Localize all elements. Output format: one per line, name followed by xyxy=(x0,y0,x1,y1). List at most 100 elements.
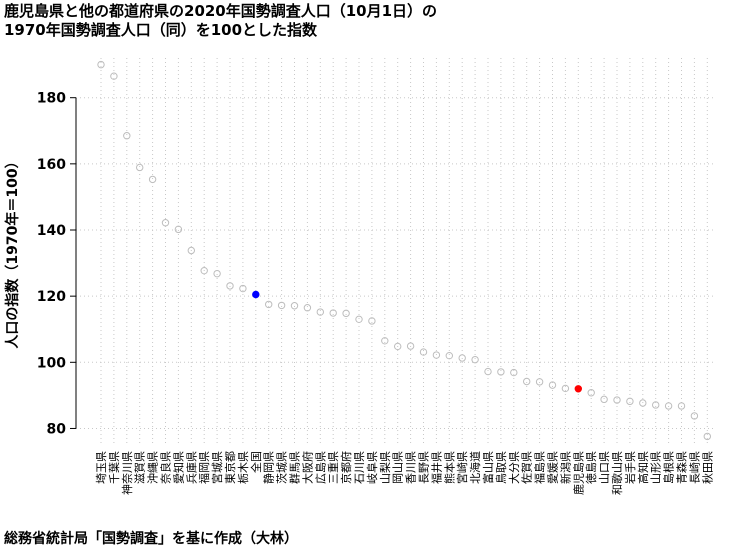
data-point xyxy=(432,351,441,359)
x-tick-label: 徳島県 xyxy=(584,451,598,484)
x-tick-label: 福島県 xyxy=(533,451,547,484)
data-point xyxy=(561,384,570,393)
x-tick-label: 埼玉県 xyxy=(94,451,108,484)
x-tick-label: 愛媛県 xyxy=(546,451,560,484)
x-tick-label: 新潟県 xyxy=(558,451,572,484)
x-tick-label: 鳥取県 xyxy=(494,451,508,484)
x-tick-label: 全国 xyxy=(249,451,263,473)
y-tick-label: 100 xyxy=(37,355,66,371)
data-point xyxy=(239,284,247,293)
data-point xyxy=(329,309,337,317)
data-point xyxy=(639,399,647,407)
x-tick-label: 奈良県 xyxy=(159,451,173,484)
data-point xyxy=(510,368,518,377)
scatter-plot: 80 100 120 140 160 180 人口の指数（1970年＝100） 埼玉県 千葉… xyxy=(4,58,715,495)
data-point-national xyxy=(252,290,260,299)
x-tick-label: 長野県 xyxy=(418,451,431,484)
x-tick-label: 静岡県 xyxy=(262,451,276,484)
data-point xyxy=(484,367,492,376)
data-point xyxy=(652,401,660,409)
data-point xyxy=(277,301,286,310)
data-point xyxy=(355,315,363,324)
x-tick-label: 秋田県 xyxy=(700,451,714,484)
data-point xyxy=(161,219,170,227)
y-tick-label: 160 xyxy=(37,157,66,173)
x-tick-label: 福井県 xyxy=(429,451,443,484)
x-tick-label: 宮崎県 xyxy=(455,451,469,484)
data-point xyxy=(497,368,505,376)
data-point xyxy=(290,302,299,310)
y-axis: 80 100 120 140 160 180 xyxy=(37,91,77,437)
data-point xyxy=(187,246,196,255)
x-tick-label: 栃木県 xyxy=(236,451,250,484)
data-point xyxy=(535,378,544,386)
x-tick-label: 兵庫県 xyxy=(184,451,198,484)
y-tick-label: 80 xyxy=(47,421,67,437)
x-tick-label: 熊本県 xyxy=(442,451,456,484)
gridlines xyxy=(76,58,715,445)
data-point xyxy=(626,397,634,406)
data-point xyxy=(303,304,312,312)
y-tick-label: 120 xyxy=(37,289,66,305)
x-tick-label: 群馬県 xyxy=(288,451,302,484)
data-point xyxy=(316,308,324,316)
data-point xyxy=(677,402,686,410)
x-tick-label: 富山県 xyxy=(481,451,495,484)
data-points xyxy=(97,60,711,441)
x-tick-label: 岐阜県 xyxy=(366,451,379,484)
x-tick-label: 千葉県 xyxy=(107,451,121,484)
x-tick-label: 愛知県 xyxy=(171,451,185,484)
x-tick-label: 京都府 xyxy=(339,451,353,484)
data-point xyxy=(213,269,221,278)
x-tick-label: 沖縄県 xyxy=(146,451,160,484)
x-tick-label: 島根県 xyxy=(662,451,676,484)
data-point xyxy=(97,60,105,69)
source-note: 総務省統計局「国勢調査」を基に作成（大林） xyxy=(4,531,298,547)
chart-title-line-2: 1970年国勢調査人口（同）を100とした指数 xyxy=(4,21,318,39)
data-point xyxy=(394,342,402,351)
x-tick-label: 鹿児島県 xyxy=(571,451,585,495)
x-tick-label: 佐賀県 xyxy=(520,451,534,484)
x-tick-labels: 埼玉県 千葉県 神奈川県 滋賀県 沖縄県 奈良県 愛知県 兵庫県 福岡県 宮城県 東京都 栃木県 全国静… xyxy=(94,451,714,495)
x-tick-label: 和歌山県 xyxy=(610,451,624,495)
data-point xyxy=(523,377,531,386)
x-tick-label: 茨城県 xyxy=(275,451,289,484)
y-tick-label: 140 xyxy=(37,223,66,239)
x-tick-label: 高知県 xyxy=(636,451,650,484)
data-point xyxy=(174,225,183,234)
x-tick-label: 宮城県 xyxy=(210,451,224,484)
data-point xyxy=(381,337,389,345)
data-point xyxy=(445,351,453,360)
data-point xyxy=(690,412,699,420)
x-tick-label: 山形県 xyxy=(650,451,663,484)
x-tick-label: 山口県 xyxy=(598,451,611,484)
data-point xyxy=(148,175,157,184)
x-tick-label: 大阪府 xyxy=(300,451,314,484)
x-tick-label: 石川県 xyxy=(353,451,366,484)
x-tick-label: 三重県 xyxy=(326,451,340,484)
y-axis-label: 人口の指数（1970年＝100） xyxy=(4,154,21,348)
x-tick-label: 長崎県 xyxy=(687,451,701,484)
data-point xyxy=(136,163,144,172)
data-point xyxy=(703,432,711,441)
data-point-kagoshima xyxy=(574,385,582,393)
data-point xyxy=(110,72,118,80)
data-point xyxy=(600,395,608,404)
chart-title-line-1: 鹿児島県と他の都道府県の2020年国勢調査人口（10月1日）の xyxy=(4,2,438,20)
y-tick-label: 180 xyxy=(37,91,66,107)
data-point xyxy=(123,132,131,140)
data-point xyxy=(406,342,415,350)
x-tick-label: 山梨県 xyxy=(378,451,392,484)
x-tick-label: 香川県 xyxy=(405,451,418,484)
data-point xyxy=(368,317,376,325)
data-point xyxy=(226,282,234,290)
x-tick-label: 大分県 xyxy=(507,451,521,484)
data-point xyxy=(458,354,466,362)
x-tick-label: 岡山県 xyxy=(392,451,405,484)
data-point xyxy=(265,300,273,309)
data-point xyxy=(587,389,595,397)
x-tick-label: 滋賀県 xyxy=(134,451,147,484)
data-point xyxy=(200,266,208,275)
x-tick-label: 福岡県 xyxy=(197,451,211,484)
data-point xyxy=(548,381,557,389)
